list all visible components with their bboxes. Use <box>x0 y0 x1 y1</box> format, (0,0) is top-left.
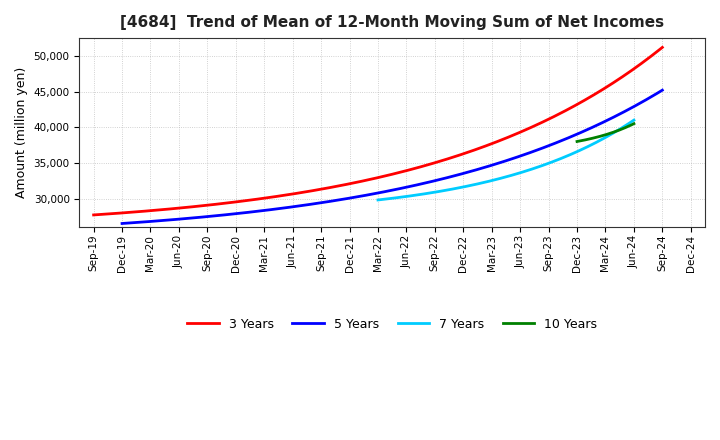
10 Years <box>629 121 638 126</box>
3 Years <box>426 161 435 167</box>
5 Years <box>438 176 446 182</box>
7 Years <box>606 132 614 138</box>
3 Years <box>89 212 98 217</box>
3 Years <box>91 212 100 217</box>
Line: 7 Years: 7 Years <box>378 120 634 200</box>
10 Years <box>624 124 633 129</box>
7 Years <box>374 197 383 202</box>
Line: 3 Years: 3 Years <box>94 48 662 215</box>
5 Years <box>658 88 667 93</box>
5 Years <box>449 174 457 179</box>
3 Years <box>437 158 446 163</box>
10 Years <box>621 125 629 130</box>
5 Years <box>573 132 582 137</box>
Line: 10 Years: 10 Years <box>577 124 634 142</box>
3 Years <box>569 104 577 109</box>
7 Years <box>374 197 382 202</box>
10 Years <box>606 131 615 136</box>
7 Years <box>526 167 535 172</box>
5 Years <box>120 221 128 226</box>
10 Years <box>572 139 581 144</box>
10 Years <box>608 130 616 136</box>
Y-axis label: Amount (million yen): Amount (million yen) <box>15 67 28 198</box>
5 Years <box>439 176 448 181</box>
10 Years <box>573 139 582 144</box>
5 Years <box>118 221 127 226</box>
10 Years <box>606 130 615 136</box>
3 Years <box>605 83 613 88</box>
3 Years <box>428 161 436 166</box>
Line: 5 Years: 5 Years <box>122 90 662 224</box>
7 Years <box>525 167 534 172</box>
7 Years <box>531 165 539 171</box>
7 Years <box>590 141 598 147</box>
Title: [4684]  Trend of Mean of 12-Month Moving Sum of Net Incomes: [4684] Trend of Mean of 12-Month Moving … <box>120 15 665 30</box>
7 Years <box>629 117 638 123</box>
Legend: 3 Years, 5 Years, 7 Years, 10 Years: 3 Years, 5 Years, 7 Years, 10 Years <box>182 313 602 336</box>
3 Years <box>658 45 667 50</box>
5 Years <box>608 115 616 121</box>
